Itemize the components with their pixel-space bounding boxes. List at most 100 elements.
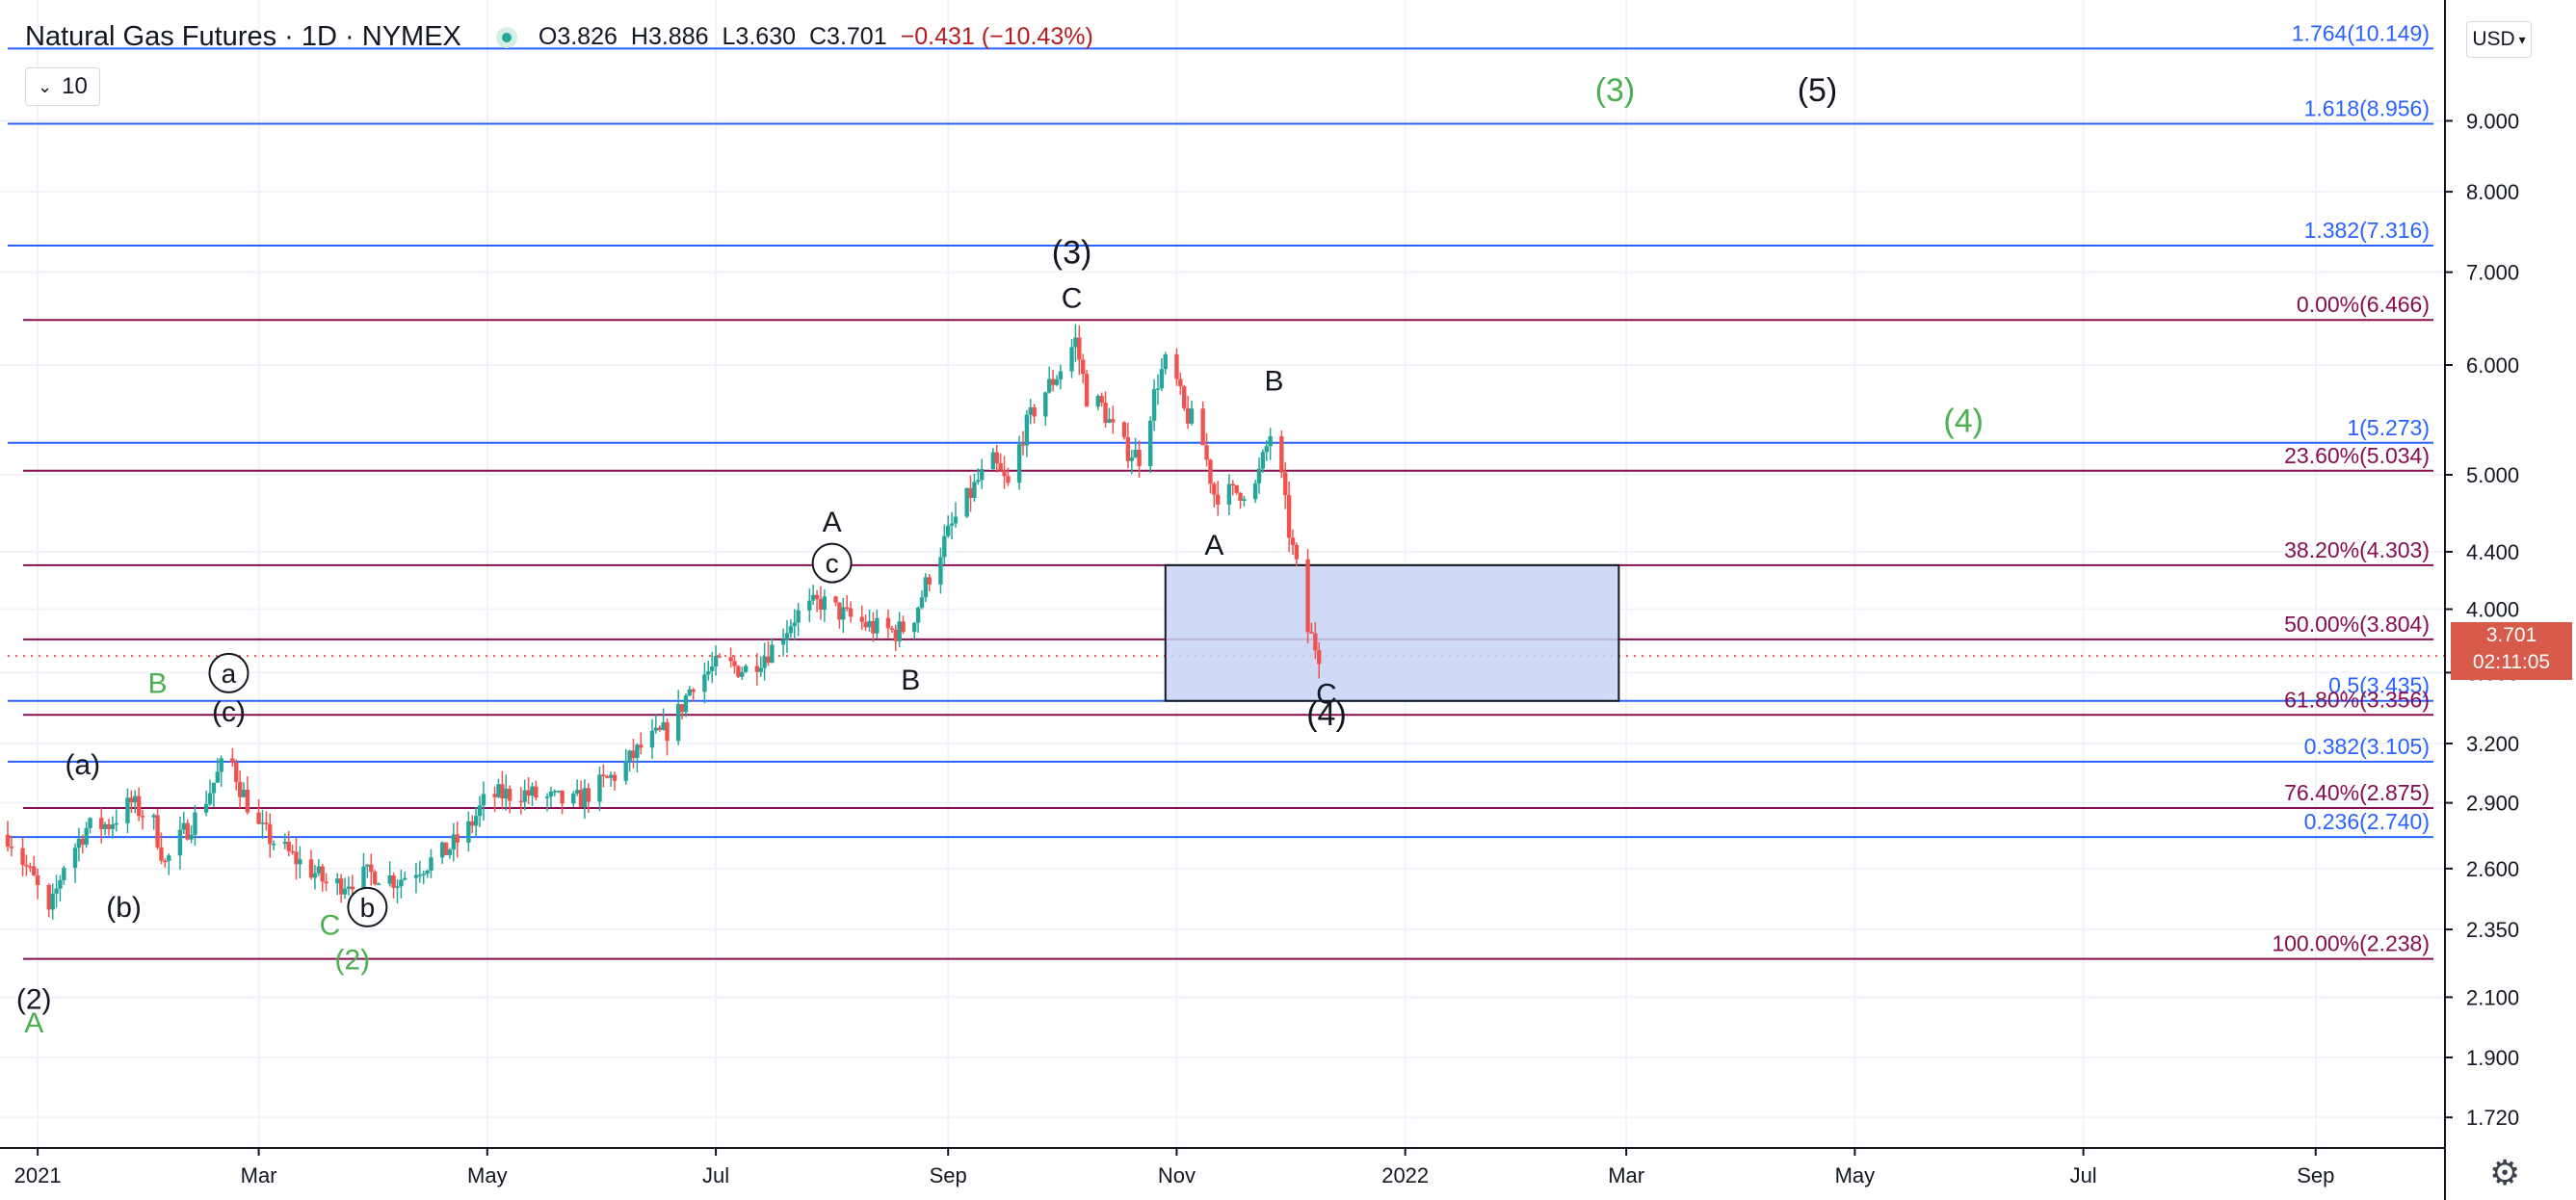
candle — [758, 656, 763, 677]
candle — [308, 849, 314, 880]
candle — [492, 786, 497, 813]
candle — [1230, 480, 1235, 496]
candle-body — [1238, 492, 1243, 502]
interval-label[interactable]: 1D — [301, 21, 337, 52]
wave-label: (5) — [1798, 72, 1838, 109]
candle — [897, 612, 902, 648]
candle — [387, 861, 392, 887]
candle-body — [455, 834, 460, 843]
candle-body — [312, 873, 318, 878]
indicator-toggle-button[interactable]: ⌄ 10 — [25, 67, 100, 106]
candle-body — [601, 774, 606, 776]
candle-body — [84, 827, 89, 846]
candle — [1047, 366, 1052, 394]
candle-body — [732, 661, 737, 666]
candle — [919, 589, 925, 610]
candle — [1264, 439, 1269, 461]
candle — [256, 799, 261, 825]
candle-body — [286, 842, 291, 851]
candle-body — [1006, 476, 1011, 483]
candle — [417, 860, 423, 883]
candle — [976, 468, 981, 485]
candle — [298, 846, 302, 879]
candle — [324, 873, 329, 892]
candle — [518, 787, 524, 815]
candle-body — [844, 607, 850, 610]
market-status-icon[interactable] — [495, 26, 517, 48]
candle-body — [1294, 544, 1300, 560]
candle-body — [324, 881, 329, 884]
fib-label: 1.382(7.316) — [2304, 218, 2430, 243]
candle-body — [639, 744, 644, 748]
candle-body — [972, 482, 977, 499]
candle — [395, 879, 400, 903]
price-axis[interactable]: 1.7201.9002.1002.3502.6002.9003.2003.600… — [2445, 109, 2519, 1130]
target-zone[interactable] — [1164, 563, 1620, 702]
wave-label: (c) — [212, 696, 246, 728]
gear-icon[interactable]: ⚙ — [2489, 1153, 2521, 1192]
candle-body — [256, 812, 261, 824]
candle — [889, 625, 895, 634]
y-tick-label: 8.000 — [2466, 180, 2519, 204]
candle-body — [758, 667, 763, 672]
last-price-value: 3.701 — [2485, 624, 2537, 646]
candle — [1028, 399, 1033, 425]
candle — [500, 770, 505, 810]
candle-body — [443, 842, 449, 855]
candle — [661, 708, 666, 731]
candle — [683, 692, 689, 717]
candle-body — [608, 774, 614, 778]
fib-label: 23.60%(5.034) — [2284, 443, 2430, 468]
candle-body — [814, 594, 820, 599]
candle-body — [1054, 378, 1060, 385]
y-tick-label: 2.100 — [2466, 985, 2519, 1009]
candle — [312, 865, 318, 890]
candle-body — [421, 874, 426, 875]
wave-label: c — [826, 549, 839, 579]
candle-body — [230, 758, 235, 763]
candle — [1242, 495, 1247, 507]
candle-body — [234, 762, 239, 782]
exchange-label: NYMEX — [361, 21, 461, 52]
wave-label: C — [1062, 282, 1083, 314]
candle-body — [631, 750, 636, 759]
candle — [1189, 400, 1195, 426]
candle — [859, 605, 864, 631]
candle — [133, 790, 138, 814]
fib-levels: 1.764(10.149) 1.618(8.956) 1.382(7.316) 0.0… — [8, 20, 2445, 960]
candle-body — [740, 671, 745, 677]
y-tick-label: 4.400 — [2466, 540, 2519, 564]
wave-label: a — [222, 659, 237, 689]
candle — [736, 665, 741, 679]
candle-body — [1043, 392, 1048, 417]
candle-body — [62, 868, 66, 880]
candle — [335, 873, 340, 896]
candle-body — [151, 815, 156, 818]
candle — [163, 858, 168, 869]
candle-body — [219, 758, 223, 772]
candle — [844, 595, 850, 612]
candle — [1069, 339, 1074, 378]
candle-body — [1050, 378, 1056, 385]
wave-label: b — [360, 893, 376, 923]
candle-body — [949, 523, 955, 526]
symbol-name[interactable]: Natural Gas Futures — [25, 21, 277, 52]
candle — [88, 817, 92, 834]
header-separator: · — [276, 21, 302, 52]
x-tick-label: Sep — [930, 1163, 967, 1187]
candle — [481, 781, 486, 822]
time-axis[interactable]: 2021 Mar May Jul Sep Nov 2022 Mar May Jul Sep — [14, 1148, 2335, 1187]
candle-body — [403, 877, 407, 880]
candle-body — [1028, 406, 1033, 415]
candle-body — [28, 866, 33, 868]
currency-selector[interactable]: USD ▾ — [2466, 21, 2532, 58]
candle-body — [1121, 422, 1127, 437]
candle — [875, 609, 880, 639]
candle-body — [203, 803, 209, 813]
candle — [1174, 348, 1179, 386]
candle — [953, 502, 959, 529]
x-tick-label: May — [1835, 1163, 1876, 1187]
chevron-down-icon: ⌄ — [38, 76, 53, 96]
candle-body — [125, 797, 130, 823]
